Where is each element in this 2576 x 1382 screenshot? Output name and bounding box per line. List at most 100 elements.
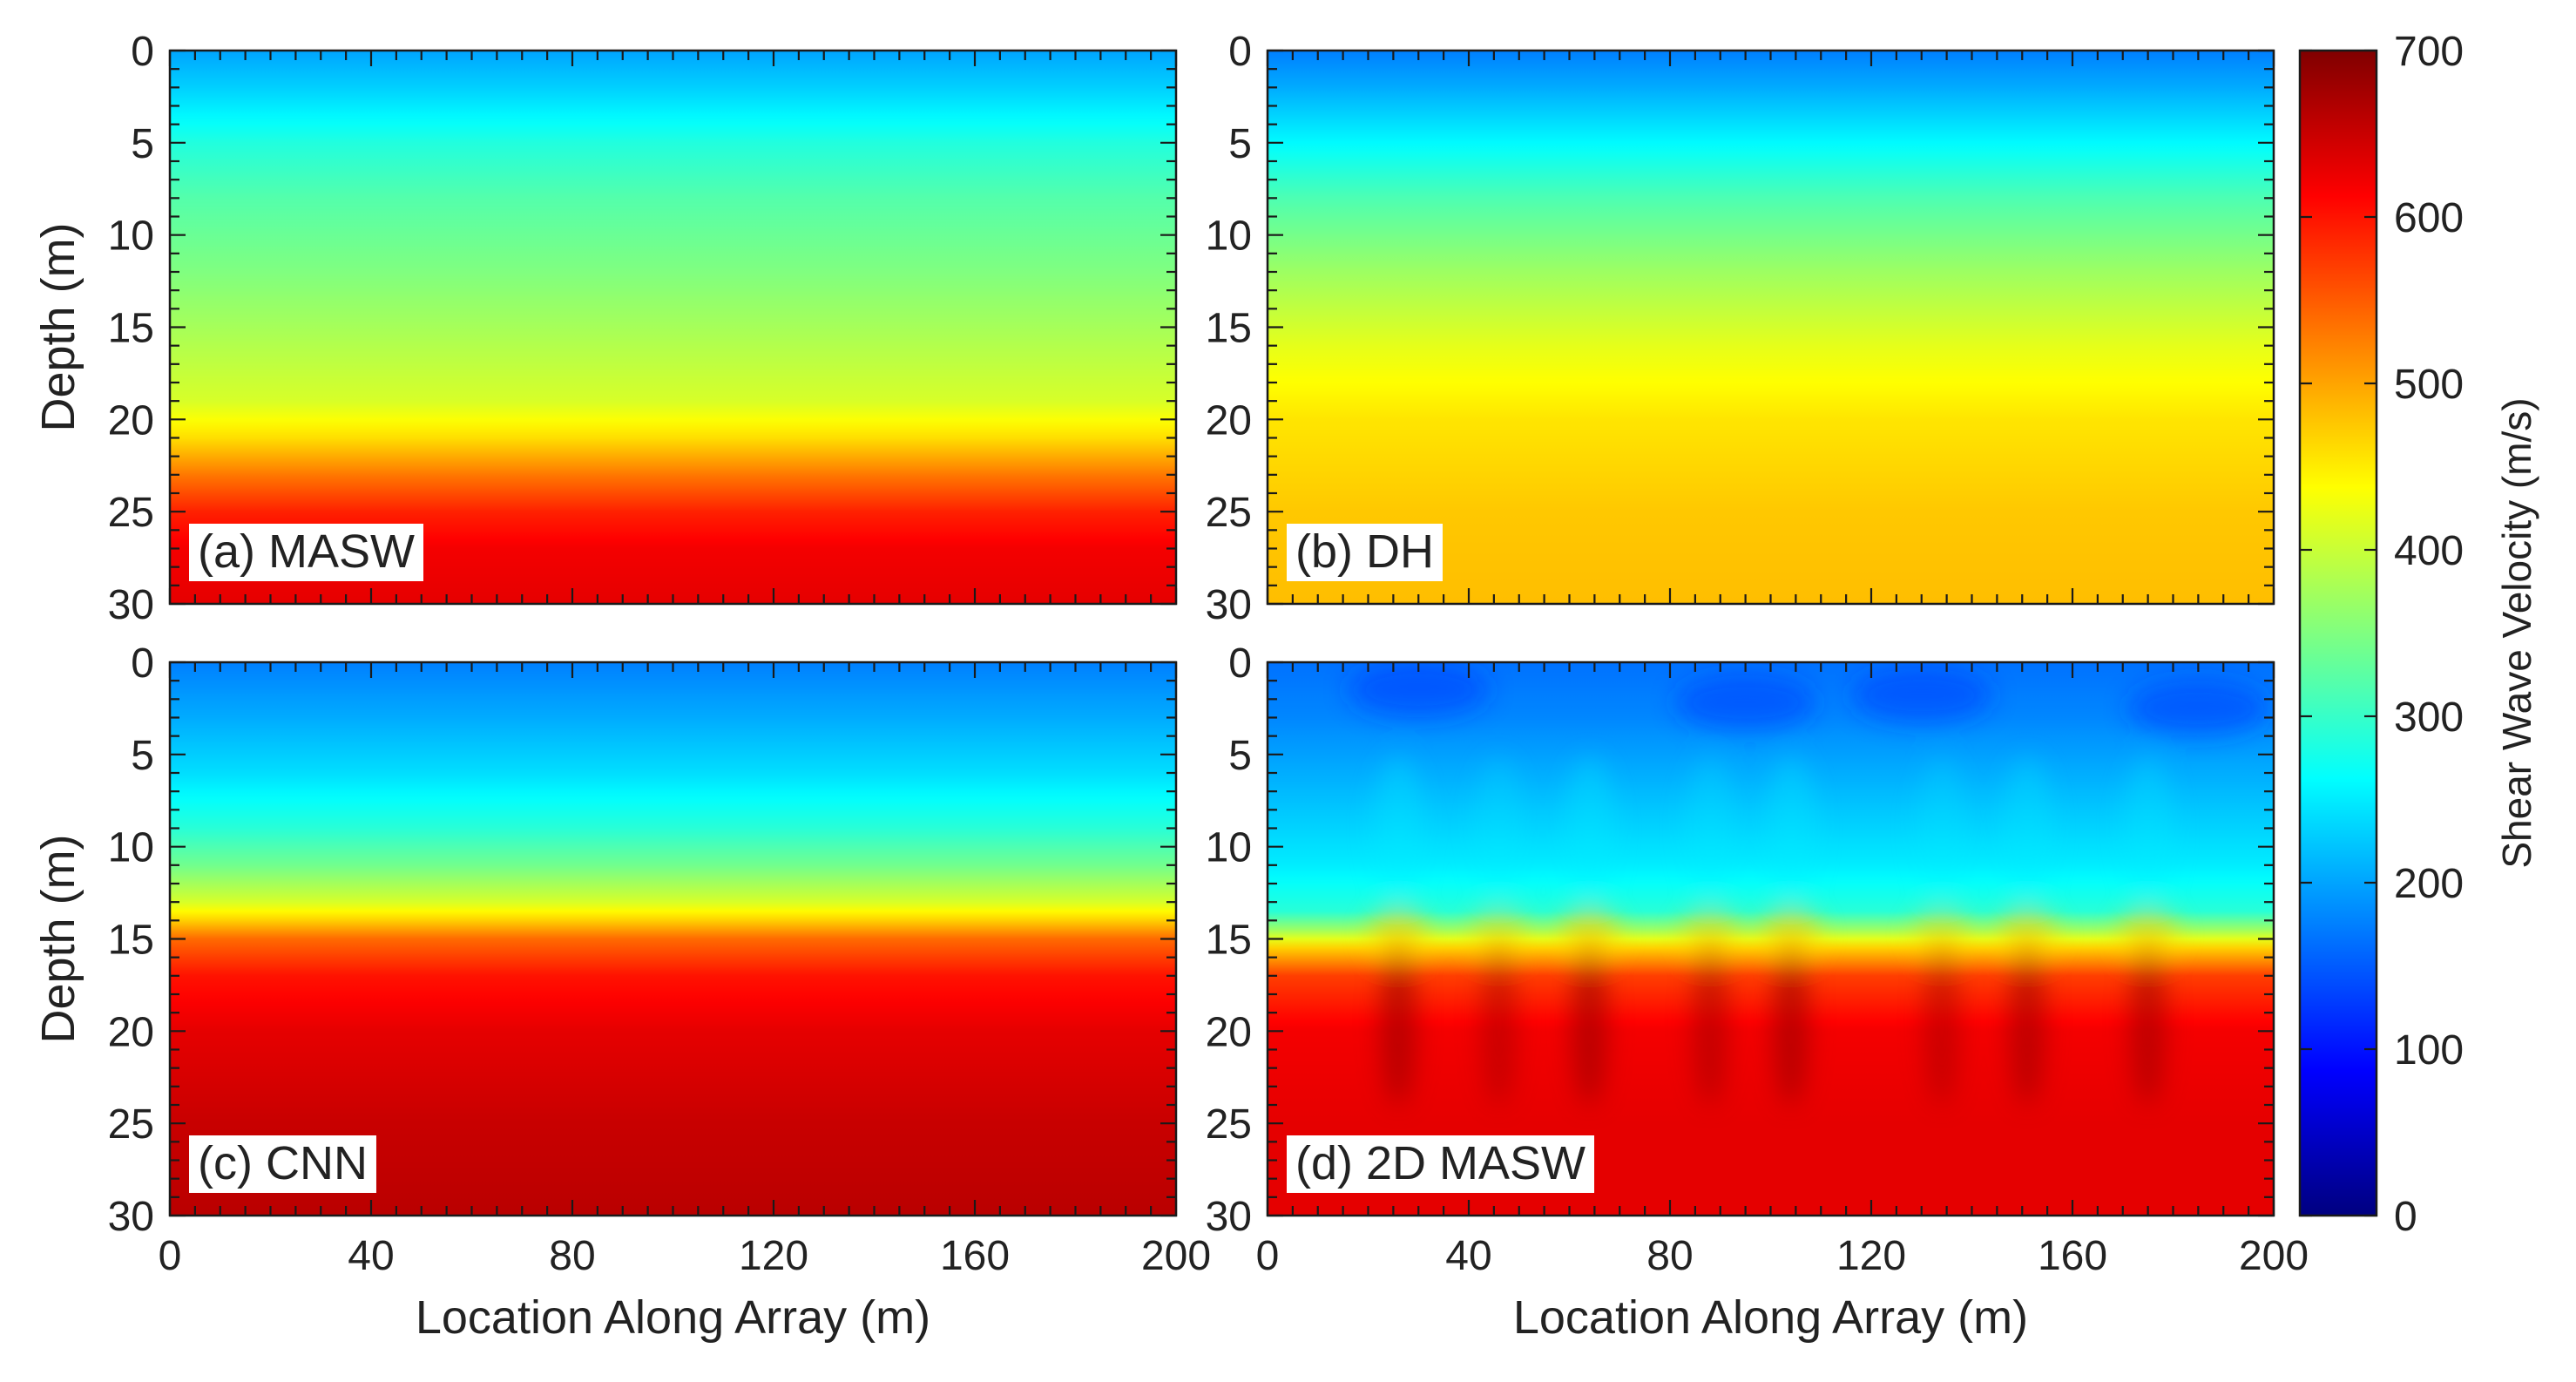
anomaly-bulge xyxy=(1368,907,1429,964)
x-tick-label: 40 xyxy=(348,1233,394,1279)
y-tick-label: 0 xyxy=(131,640,154,687)
x-tick-label: 160 xyxy=(940,1233,1010,1279)
y-axis-title: Depth (m) xyxy=(32,834,85,1043)
x-tick-label: 40 xyxy=(1445,1233,1491,1279)
heatmap-field-c xyxy=(170,662,1176,1216)
colorbar-tick-label: 400 xyxy=(2394,528,2464,574)
x-tick-label: 200 xyxy=(1141,1233,1211,1279)
y-tick-label: 10 xyxy=(108,213,154,260)
y-tick-label: 5 xyxy=(131,733,154,779)
anomaly-finger xyxy=(1571,938,1608,1105)
anomaly-finger xyxy=(1924,938,1960,1105)
shallow-low-velocity-patch xyxy=(1850,667,1992,723)
heatmap-field-b xyxy=(1268,51,2274,604)
y-tick-label: 20 xyxy=(1206,397,1252,444)
y-tick-label: 30 xyxy=(108,1194,154,1240)
colorbar-tick-label: 200 xyxy=(2394,861,2464,907)
anomaly-finger xyxy=(1772,938,1809,1105)
x-tick-label: 120 xyxy=(739,1233,808,1279)
colorbar-tick-label: 700 xyxy=(2394,29,2464,75)
colorbar-tick-label: 100 xyxy=(2394,1027,2464,1074)
y-tick-label: 25 xyxy=(1206,490,1252,536)
y-tick-label: 20 xyxy=(1206,1009,1252,1055)
y-tick-label: 20 xyxy=(108,397,154,444)
x-tick-label: 80 xyxy=(1646,1233,1693,1279)
y-tick-label: 5 xyxy=(1228,121,1252,167)
anomaly-bulge xyxy=(1997,907,2058,964)
x-tick-label: 0 xyxy=(159,1233,182,1279)
y-tick-label: 30 xyxy=(1206,1194,1252,1240)
anomaly-plume xyxy=(1916,755,1967,901)
anomaly-bulge xyxy=(1760,907,1822,964)
colorbar-tick-label: 500 xyxy=(2394,362,2464,408)
shallow-low-velocity-patch xyxy=(1348,662,1490,718)
y-tick-label: 0 xyxy=(1228,640,1252,687)
x-axis-title: Location Along Array (m) xyxy=(1513,1291,2028,1344)
panel-label: (c) CNN xyxy=(198,1137,368,1189)
anomaly-plume xyxy=(1473,755,1525,901)
anomaly-finger xyxy=(1692,938,1728,1105)
anomaly-bulge xyxy=(2117,907,2179,964)
y-tick-label: 30 xyxy=(1206,582,1252,628)
y-tick-label: 0 xyxy=(1228,29,1252,75)
colorbar-tick-label: 0 xyxy=(2394,1194,2417,1240)
x-axis-title: Location Along Array (m) xyxy=(416,1291,930,1344)
anomaly-plume xyxy=(2122,755,2174,901)
y-tick-label: 10 xyxy=(1206,213,1252,260)
panel-label: (b) DH xyxy=(1295,525,1434,578)
y-tick-label: 15 xyxy=(108,918,154,964)
shallow-low-velocity-patch xyxy=(1674,674,1816,731)
colorbar: 0 100 200 300 400 500 600 700 Shear Wave Velocit… xyxy=(2298,29,2539,1240)
colorbar-tick-label: 300 xyxy=(2394,694,2464,741)
anomaly-bulge xyxy=(1469,907,1530,964)
panel-label-background xyxy=(189,1135,376,1193)
panel-a: 0 5 10 15 20 25 30 Depth (m) (a) MASW xyxy=(32,29,1178,628)
y-tick-label: 5 xyxy=(131,121,154,167)
colorbar-gradient xyxy=(2300,51,2377,1216)
y-tick-label: 10 xyxy=(1206,825,1252,871)
y-tick-label: 15 xyxy=(1206,918,1252,964)
anomaly-finger xyxy=(2129,938,2167,1105)
colorbar-label: Shear Wave Velocity (m/s) xyxy=(2494,397,2539,868)
anomaly-bulge xyxy=(1558,907,1620,964)
y-tick-label: 0 xyxy=(131,29,154,75)
y-tick-label: 25 xyxy=(1206,1101,1252,1148)
y-axis-title: Depth (m) xyxy=(32,222,85,431)
panel-label: (d) 2D MASW xyxy=(1295,1137,1585,1189)
y-tick-label: 25 xyxy=(108,1101,154,1148)
panel-b: 0 5 10 15 20 25 30 (b) DH xyxy=(1206,29,2275,628)
anomaly-bulge xyxy=(1680,907,1741,964)
shallow-low-velocity-patch xyxy=(2127,681,2269,736)
anomaly-finger xyxy=(1480,938,1518,1105)
y-tick-label: 25 xyxy=(108,490,154,536)
x-tick-label: 160 xyxy=(2038,1233,2107,1279)
panel-label-background xyxy=(1287,524,1443,581)
panels-layer: 0 5 10 15 20 25 30 Depth (m) (a) MASW 0 5 10 15 20 25 3… xyxy=(32,29,2309,1344)
y-tick-label: 10 xyxy=(108,825,154,871)
x-tick-label: 0 xyxy=(1256,1233,1280,1279)
anomaly-bulge xyxy=(1911,907,1972,964)
heatmap-field-a xyxy=(170,51,1176,604)
panel-label: (a) MASW xyxy=(198,525,415,578)
anomaly-finger xyxy=(2009,938,2045,1105)
colorbar-tick-label: 600 xyxy=(2394,195,2464,241)
x-tick-label: 200 xyxy=(2239,1233,2309,1279)
anomaly-plume xyxy=(1373,755,1424,901)
y-tick-label: 5 xyxy=(1228,733,1252,779)
x-tick-label: 120 xyxy=(1836,1233,1906,1279)
anomaly-plume xyxy=(1685,755,1736,901)
anomaly-plume xyxy=(1765,755,1816,901)
y-tick-label: 15 xyxy=(1206,306,1252,352)
panel-label-background xyxy=(189,524,423,581)
y-tick-label: 30 xyxy=(108,582,154,628)
anomaly-plume xyxy=(2002,755,2052,901)
lateral-anomalies xyxy=(1348,662,2269,1105)
y-tick-label: 15 xyxy=(108,306,154,352)
x-tick-label: 80 xyxy=(549,1233,595,1279)
anomaly-plume xyxy=(1564,755,1615,901)
y-tick-label: 20 xyxy=(108,1009,154,1055)
anomaly-finger xyxy=(1380,938,1416,1105)
